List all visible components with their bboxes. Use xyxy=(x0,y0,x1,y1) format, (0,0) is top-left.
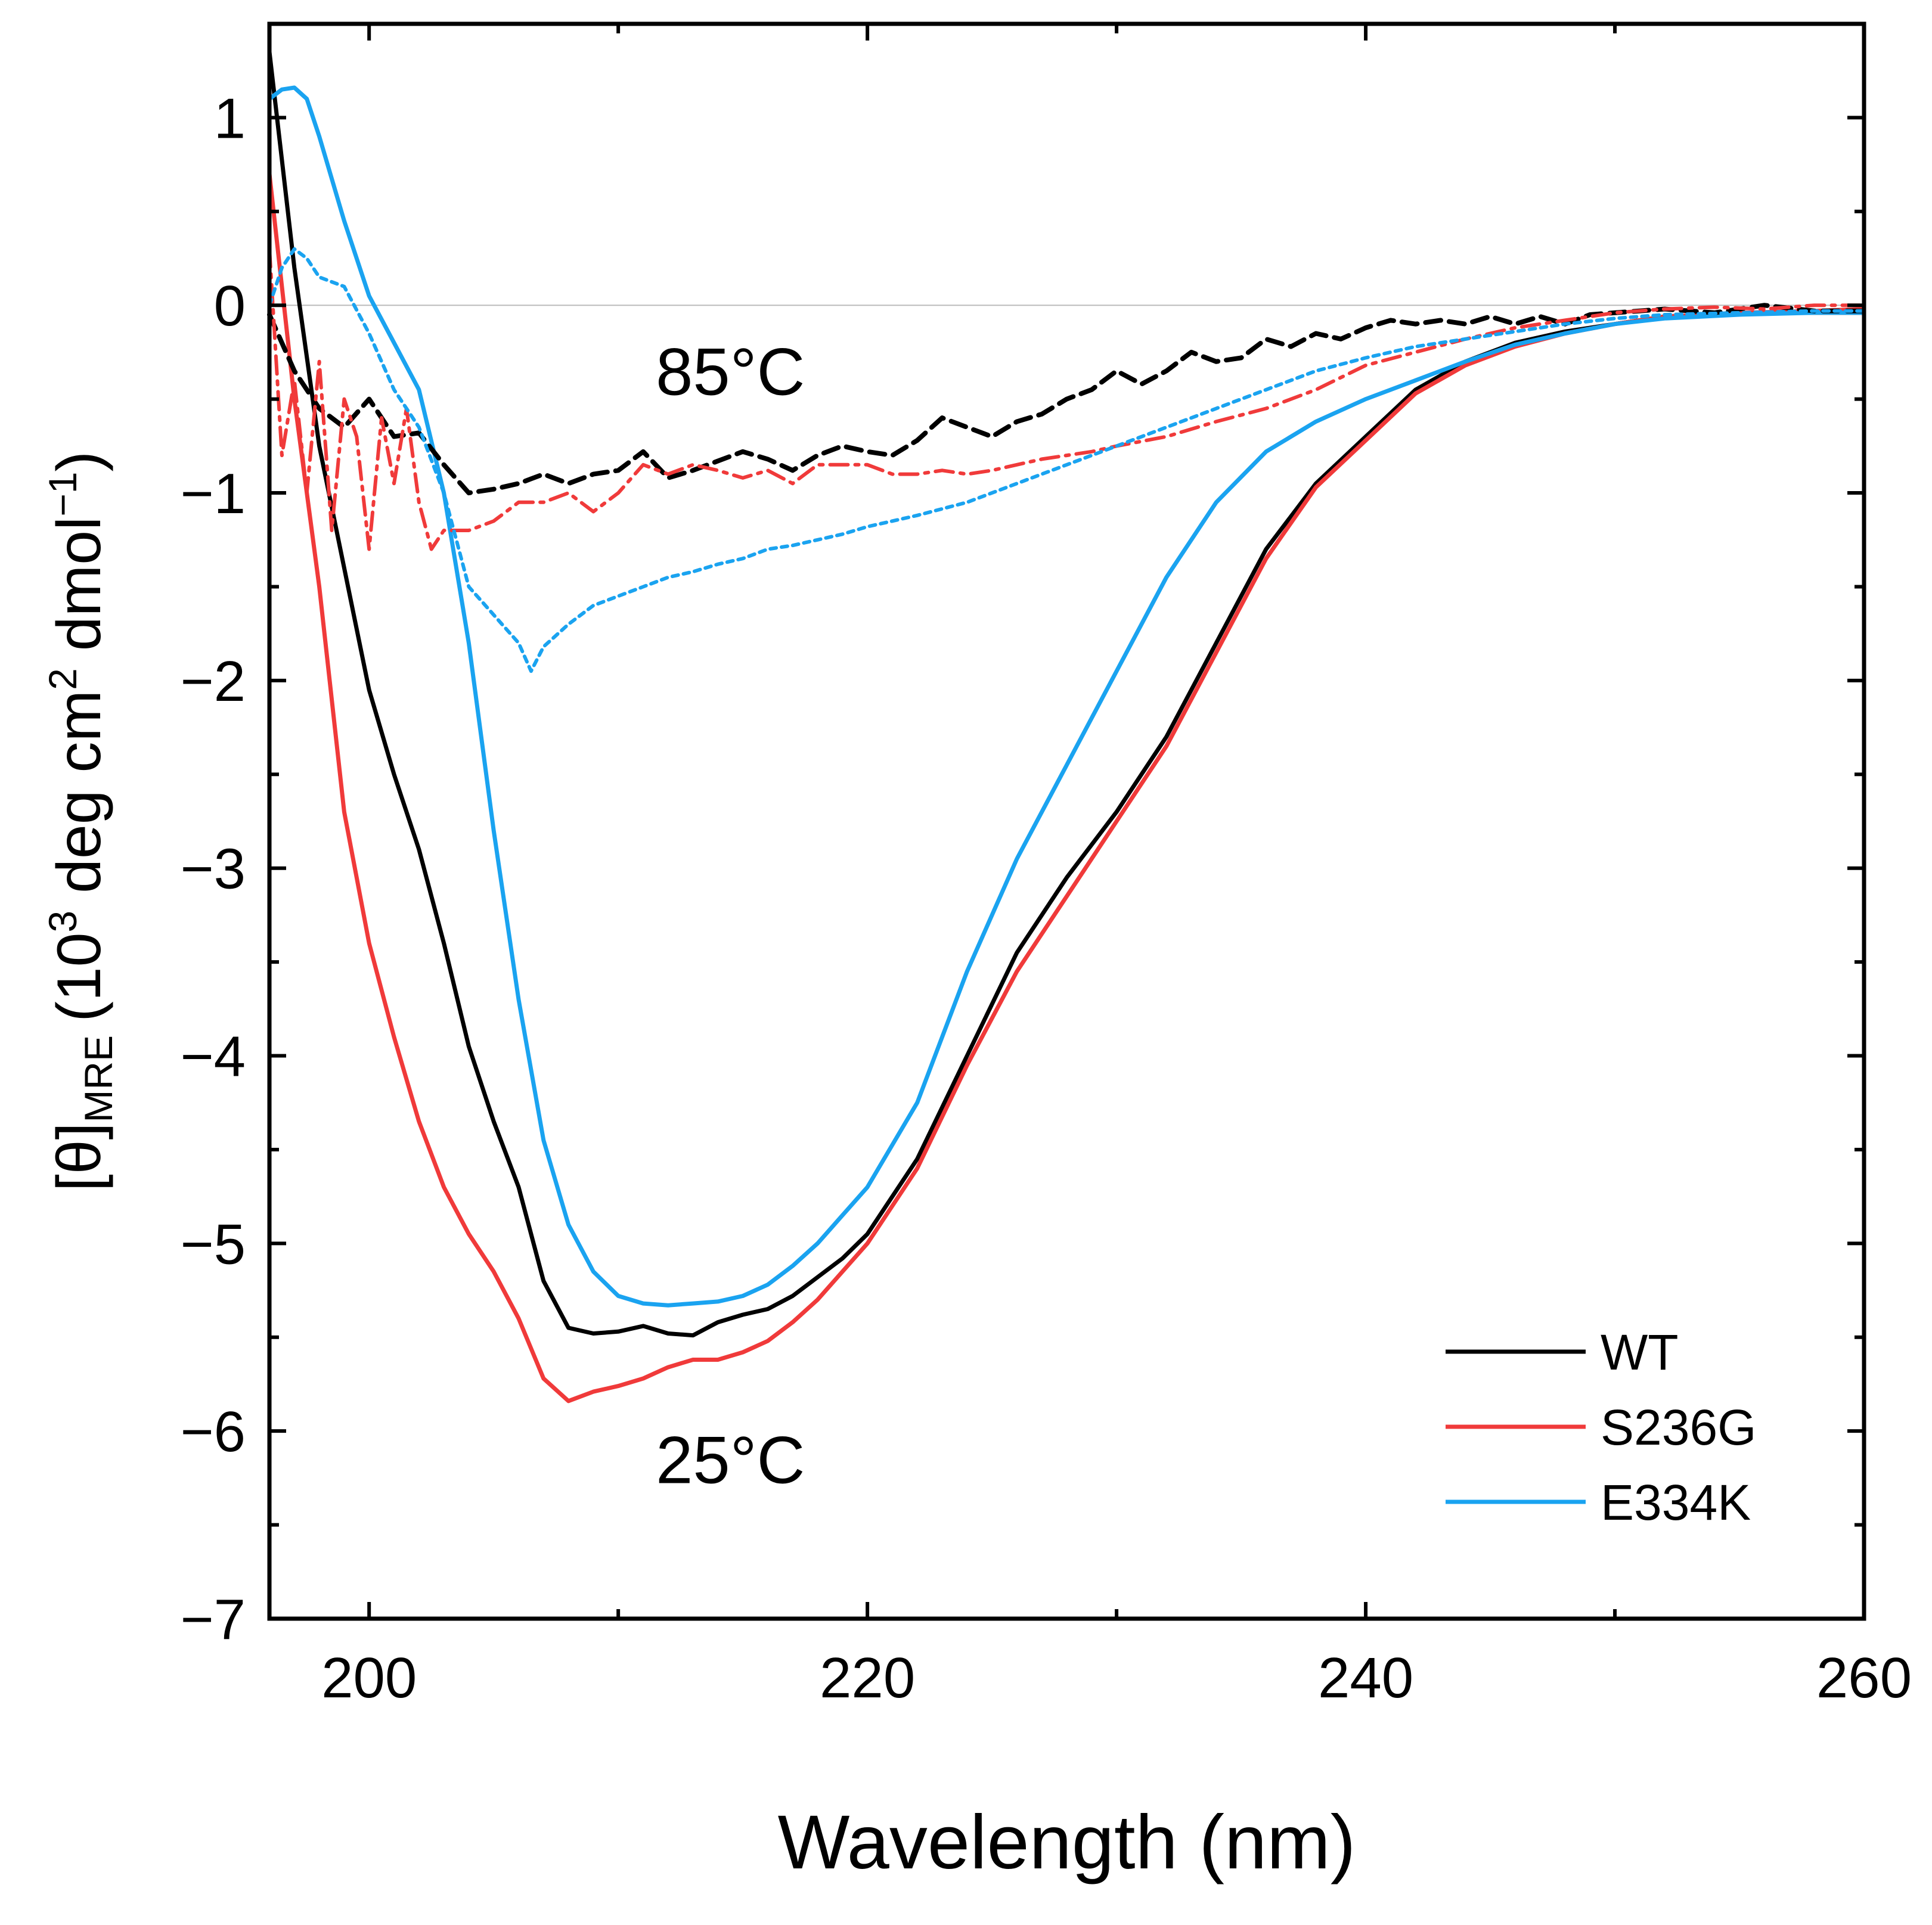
y-tick-label: −4 xyxy=(181,1025,246,1089)
y-axis-title-units-mid2: dmol xyxy=(45,517,114,668)
y-axis-title-units-open: (10 xyxy=(45,932,114,1022)
y-axis-title-sup1: 3 xyxy=(41,911,85,933)
y-axis-title-symbol: [θ] xyxy=(45,1122,114,1191)
x-tick-label: 200 xyxy=(321,1646,417,1710)
series-layer xyxy=(267,49,1866,1404)
y-tick-label: −7 xyxy=(181,1588,246,1651)
y-tick-label: −6 xyxy=(181,1400,246,1464)
y-tick-label: −3 xyxy=(181,837,246,901)
y-axis-title-subscript: MRE xyxy=(76,1035,120,1123)
y-tick-label: −1 xyxy=(181,462,246,526)
legend-label-wt: WT xyxy=(1601,1324,1679,1380)
annotation-85c: 85°C xyxy=(656,334,805,409)
y-axis-title-sup3: −1 xyxy=(41,472,85,517)
y-axis-title: [θ]MRE (103 deg cm2 dmol−1) xyxy=(41,451,120,1191)
legend: WT S236G E334K xyxy=(1446,1324,1757,1530)
tick-labels-layer: 200 220 240 260 1 0 −1 −2 −3 −4 −5 −6 −7 xyxy=(181,86,1912,1710)
x-tick-label: 260 xyxy=(1816,1646,1912,1710)
y-tick-label: −2 xyxy=(181,650,246,713)
x-tick-label: 240 xyxy=(1318,1646,1413,1710)
legend-label-s236g: S236G xyxy=(1601,1399,1757,1455)
y-tick-label: −5 xyxy=(181,1212,246,1276)
annotation-25c: 25°C xyxy=(656,1423,805,1497)
ticks-layer xyxy=(269,22,1866,1620)
legend-label-e334k: E334K xyxy=(1601,1474,1751,1530)
series-line-e334k xyxy=(267,85,1866,1308)
plot-frame xyxy=(267,21,1866,1621)
y-tick-label: 0 xyxy=(214,274,246,338)
x-tick-label: 220 xyxy=(820,1646,915,1710)
y-axis-title-units-mid: deg cm xyxy=(45,690,114,911)
series-line-s236g-85-c xyxy=(268,247,1866,551)
series-line-s236g xyxy=(267,172,1866,1404)
x-axis-title: Wavelength (nm) xyxy=(778,1800,1356,1885)
y-tick-label: 1 xyxy=(214,86,246,150)
y-axis-title-sup2: 2 xyxy=(41,668,85,690)
y-axis-title-units-close: ) xyxy=(45,451,114,472)
series-line-wt-85-c xyxy=(267,303,1866,496)
series-line-e334k-85-c xyxy=(268,247,1866,673)
